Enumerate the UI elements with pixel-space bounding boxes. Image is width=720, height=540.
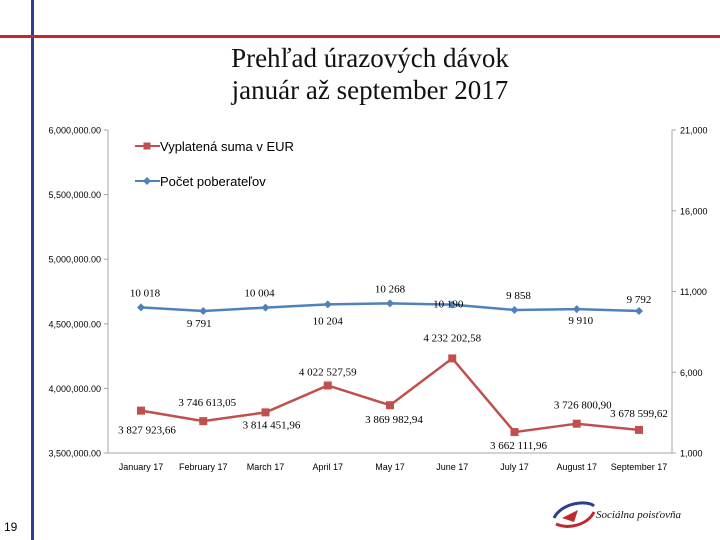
- point-suma: [510, 428, 519, 437]
- data-label-suma: 3 726 800,90: [554, 400, 612, 412]
- left-tick-label: 5,500,000.00: [48, 190, 101, 200]
- point-pocet: [448, 300, 457, 309]
- point-suma: [323, 381, 332, 390]
- point-pocet: [199, 307, 208, 316]
- right-tick-label: 16,000: [680, 206, 708, 216]
- point-suma: [199, 417, 208, 426]
- data-label-pocet: 9 910: [568, 315, 593, 327]
- left-tick-label: 3,500,000.00: [48, 449, 101, 459]
- point-pocet: [137, 303, 145, 312]
- x-tick-label: March 17: [247, 462, 285, 472]
- data-label-pocet: 9 858: [506, 290, 531, 302]
- point-suma: [448, 354, 457, 363]
- data-label-suma: 4 022 527,59: [299, 366, 357, 378]
- company-logo: [552, 501, 596, 528]
- right-tick-label: 6,000: [680, 368, 703, 378]
- data-label-pocet: 10 268: [375, 283, 406, 295]
- x-tick-label: January 17: [119, 462, 164, 472]
- point-pocet: [572, 305, 581, 314]
- left-tick-label: 5,000,000.00: [48, 255, 101, 265]
- data-label-pocet: 9 792: [627, 294, 652, 306]
- data-label-pocet: 10 004: [244, 288, 275, 300]
- data-label-suma: 3 678 599,62: [610, 408, 668, 420]
- right-tick-label: 21,000: [680, 126, 708, 136]
- left-tick-label: 4,000,000.00: [48, 384, 101, 394]
- x-tick-label: August 17: [556, 462, 597, 472]
- x-tick-label: May 17: [375, 462, 405, 472]
- right-tick-label: 11,000: [680, 287, 707, 297]
- top-accent-bar: [0, 35, 720, 38]
- point-suma: [261, 408, 270, 417]
- x-tick-label: February 17: [179, 462, 228, 472]
- legend-pocet-marker: [143, 177, 151, 185]
- legend-suma-marker: [143, 142, 151, 150]
- point-pocet: [323, 300, 332, 309]
- point-pocet: [261, 303, 270, 312]
- logo-text: Sociálna poisťovňa: [596, 509, 681, 521]
- point-suma: [635, 425, 643, 434]
- page-number: 19: [4, 520, 18, 534]
- title-line-2: január až september 2017: [231, 75, 509, 105]
- data-label-suma: 3 827 923,66: [118, 425, 176, 437]
- data-label-pocet: 9 791: [187, 318, 212, 330]
- point-suma: [386, 401, 394, 410]
- data-label-suma: 3 746 613,05: [178, 397, 236, 409]
- right-tick-label: 1,000: [680, 449, 703, 459]
- left-tick-label: 6,000,000.00: [48, 126, 101, 136]
- data-label-suma: 3 662 111,96: [490, 440, 547, 452]
- legend-suma-label: Vyplatená suma v EUR: [160, 139, 294, 154]
- x-tick-label: June 17: [436, 462, 468, 472]
- point-pocet: [510, 305, 519, 314]
- data-label-suma: 4 232 202,58: [423, 332, 481, 344]
- data-label-suma: 3 814 451,96: [243, 419, 301, 431]
- x-tick-label: September 17: [611, 462, 668, 472]
- legend-pocet-label: Počet poberateľov: [160, 174, 266, 189]
- left-accent-bar: [31, 0, 34, 540]
- x-tick-label: April 17: [312, 462, 343, 472]
- point-suma: [137, 406, 145, 415]
- point-suma: [572, 419, 581, 428]
- data-label-pocet: 10 204: [313, 315, 344, 327]
- data-label-pocet: 10 018: [130, 287, 161, 299]
- slide-title: Prehľad úrazových dávok január až septem…: [0, 42, 720, 106]
- left-tick-label: 4,500,000.00: [48, 319, 101, 329]
- data-label-suma: 3 869 982,94: [365, 414, 423, 426]
- point-pocet: [635, 307, 643, 316]
- x-tick-label: July 17: [500, 462, 529, 472]
- point-pocet: [386, 299, 394, 308]
- title-line-1: Prehľad úrazových dávok: [231, 43, 509, 73]
- data-label-pocet: 10 190: [433, 299, 464, 311]
